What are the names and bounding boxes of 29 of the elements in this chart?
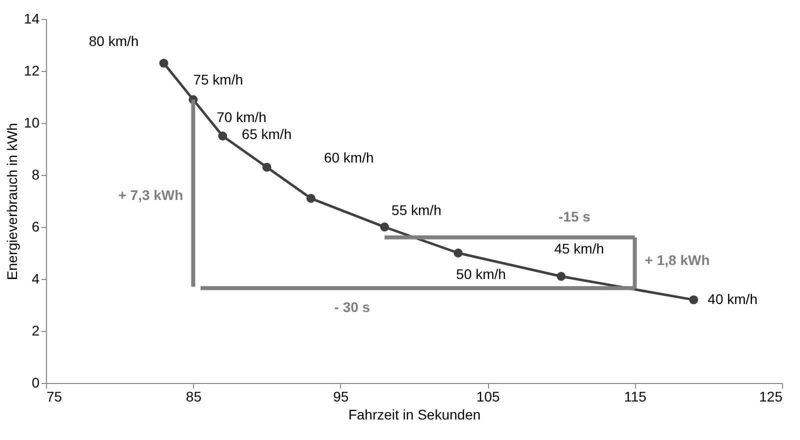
x-tick-label: 75 (46, 388, 62, 404)
annotation: 60 km/h (324, 149, 374, 166)
x-tick-label: 95 (333, 388, 349, 404)
y-tick-label: 4 (32, 270, 40, 286)
x-tick-label: 85 (186, 388, 202, 404)
annotation: 40 km/h (708, 290, 758, 307)
annotation: 70 km/h (216, 109, 266, 125)
x-tick-label: 125 (759, 388, 783, 404)
annotation: 80 km/h (88, 33, 139, 50)
y-tick-label: 0 (32, 374, 40, 390)
y-tick-label: 8 (32, 166, 40, 182)
y-tick-label: 6 (32, 218, 40, 234)
y-axis-title: Energieverbrauch in kWh (4, 122, 20, 280)
y-tick-label: 2 (32, 322, 40, 338)
annotation: 75 km/h (193, 72, 244, 88)
annotation: 55 km/h (392, 202, 442, 218)
x-tick-label: 105 (476, 388, 500, 404)
x-tick-label: 115 (624, 388, 647, 404)
annotation: - 30 s (334, 299, 370, 316)
x-axis-title: Fahrzeit in Sekunden (348, 406, 481, 422)
annotation: 50 km/h (456, 266, 506, 282)
annotation: 65 km/h (242, 126, 292, 142)
annotation: + 1,8 kWh (644, 252, 710, 268)
y-tick-label: 14 (24, 10, 40, 26)
y-tick-label: 12 (24, 62, 40, 78)
annotation: + 7,3 kWh (118, 186, 184, 203)
annotation: 45 km/h (554, 240, 604, 256)
y-tick-label: 10 (24, 114, 40, 130)
annotation: -15 s (558, 208, 591, 224)
